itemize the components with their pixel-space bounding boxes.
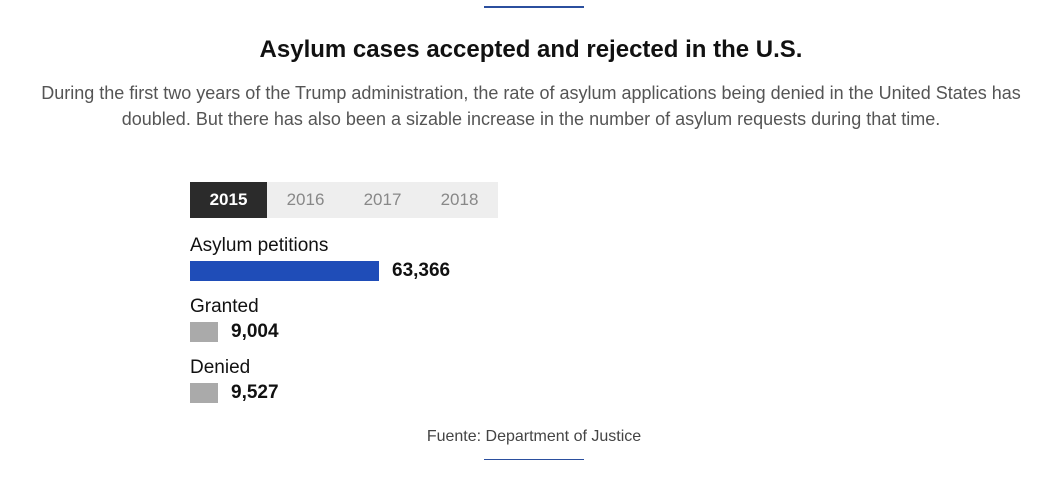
chart-title: Asylum cases accepted and rejected in th…	[259, 36, 803, 63]
bar-value-denied: 9,527	[231, 382, 279, 403]
bar-granted	[190, 322, 218, 342]
bar-value-granted: 9,004	[231, 321, 279, 342]
tab-2016[interactable]: 2016	[286, 190, 325, 209]
bar-label-granted: Granted	[190, 296, 259, 317]
tab-2015[interactable]: 2015	[190, 182, 267, 218]
source-note: Fuente: Department of Justice	[426, 428, 642, 445]
bar-asylum-petitions	[190, 261, 379, 281]
bar-denied	[190, 383, 218, 403]
bar-label-asylum-petitions: Asylum petitions	[190, 235, 329, 256]
chart-subtitle: During the first two years of the Trump …	[41, 83, 1021, 129]
tab-2017[interactable]: 2017	[363, 190, 402, 209]
top-divider	[484, 6, 584, 8]
bar-label-denied: Denied	[190, 357, 251, 378]
bottom-divider	[484, 459, 584, 460]
year-tabs: 2015 2016 2017 2018	[190, 182, 498, 218]
tab-2018[interactable]: 2018	[440, 190, 479, 209]
bar-value-asylum-petitions: 63,366	[392, 260, 451, 281]
